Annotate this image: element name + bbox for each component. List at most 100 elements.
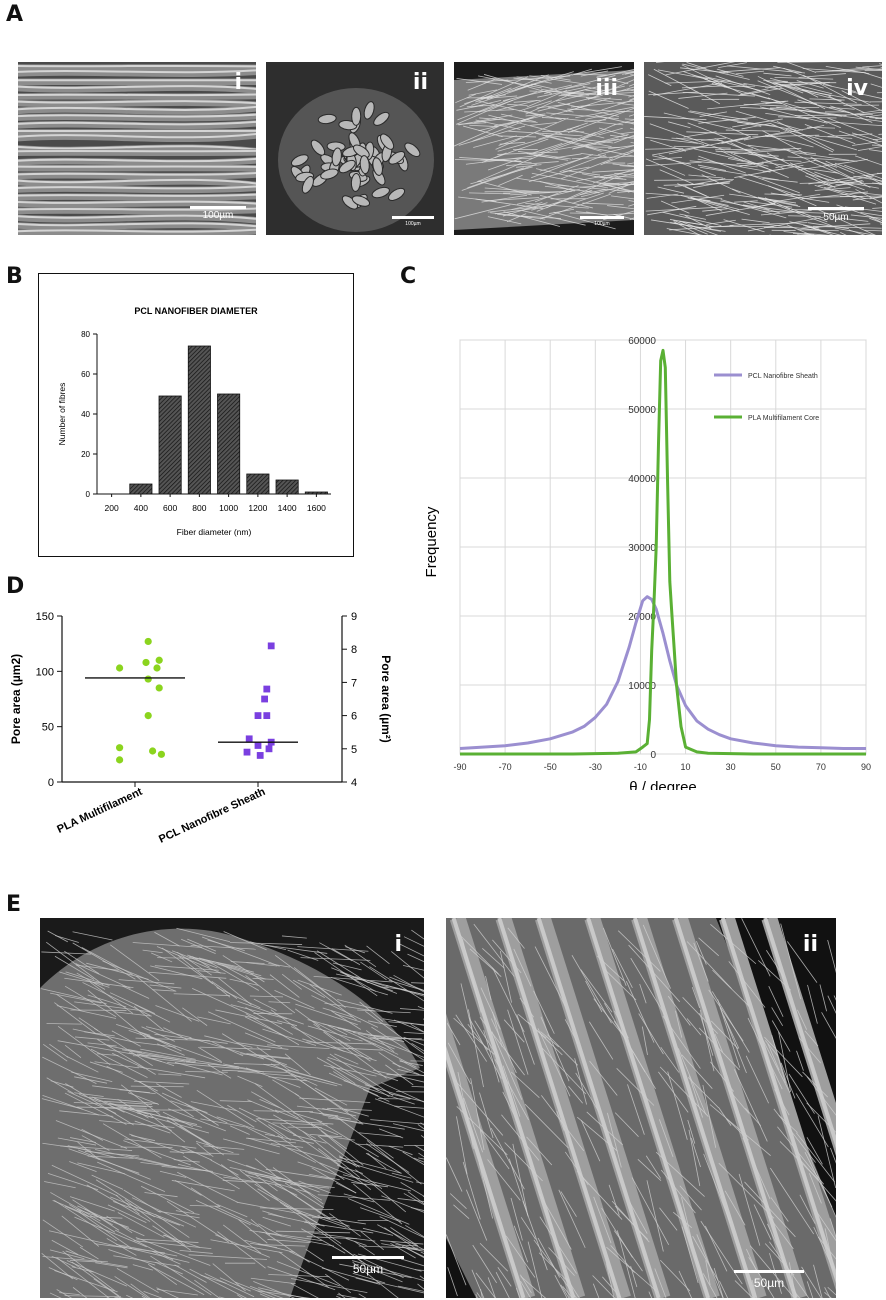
nanofibre — [372, 1069, 424, 1083]
nanofibre — [454, 126, 498, 147]
nanofibre — [189, 1268, 247, 1298]
nanofibre — [49, 1043, 69, 1058]
nanofibre — [739, 158, 784, 167]
nanofibre — [156, 1287, 180, 1298]
nanofibre — [531, 172, 609, 189]
nanofibre — [469, 124, 499, 128]
nanofibre — [222, 1179, 263, 1184]
nanofibre — [399, 1059, 424, 1074]
nanofibre — [847, 111, 873, 123]
nanofibre — [118, 979, 175, 985]
nanofibre — [325, 1273, 352, 1294]
nanofibre — [699, 166, 779, 181]
numeral-a-i: i — [234, 70, 242, 95]
nanofibre — [767, 97, 841, 129]
nanofibre — [223, 931, 267, 951]
nanofibre — [821, 1012, 836, 1039]
nanofibre — [272, 1079, 299, 1097]
nanofibre — [254, 1083, 316, 1129]
nanofibre — [229, 1166, 292, 1182]
nanofibre — [217, 1204, 248, 1218]
nanofibre — [729, 1090, 750, 1114]
nanofibre — [703, 1153, 731, 1224]
nanofibre — [367, 1152, 387, 1170]
nanofibre — [879, 63, 882, 65]
nanofibre — [207, 939, 245, 951]
nanofibre — [64, 1295, 121, 1297]
nanofibre — [580, 70, 609, 77]
y-tick-label: 60000 — [628, 336, 656, 347]
nanofibre — [845, 181, 879, 189]
nanofibre — [237, 1000, 304, 1025]
nanofibre — [806, 1137, 823, 1165]
nanofibre — [46, 1023, 82, 1025]
nanofibre — [654, 1268, 667, 1298]
nanofibre — [72, 1287, 88, 1298]
nanofibre — [457, 1071, 474, 1149]
y-tick-label: 10000 — [628, 681, 656, 692]
nanofibre — [586, 1111, 623, 1146]
nanofibre — [614, 1010, 629, 1039]
nanofibre — [788, 215, 821, 217]
nanofibre — [156, 1288, 198, 1296]
nanofibre — [51, 1239, 79, 1255]
nanofibre — [418, 1157, 424, 1160]
nanofibre — [72, 1028, 133, 1043]
nanofibre — [557, 184, 632, 192]
nanofibre — [790, 83, 819, 98]
nanofibre — [237, 1070, 300, 1078]
nanofibre — [76, 1106, 147, 1109]
nanofibre — [487, 1159, 521, 1201]
point-pla — [142, 658, 150, 667]
y-tick-label-right: 7 — [351, 677, 357, 689]
nanofibre — [164, 1234, 185, 1247]
point-pcl — [245, 735, 253, 743]
nanofibre — [317, 1194, 391, 1201]
nanofibre — [869, 117, 882, 120]
scale-bar-a-iii — [580, 216, 624, 219]
nanofibre — [645, 161, 702, 167]
nanofibre — [339, 1263, 412, 1279]
nanofibre — [238, 1219, 268, 1244]
core-filament-highlight — [446, 1045, 526, 1298]
nanofibre — [627, 162, 634, 165]
nanofibre — [384, 1227, 418, 1250]
nanofibre — [554, 1274, 568, 1298]
nanofibre — [187, 938, 217, 952]
nanofibre-closeup-pattern — [644, 62, 882, 235]
nanofibre — [501, 113, 536, 123]
nanofibre — [528, 1021, 563, 1056]
core-filament — [495, 918, 631, 1298]
nanofibre — [645, 1155, 661, 1179]
nanofibre — [111, 1030, 141, 1047]
nanofibre — [744, 1181, 796, 1238]
nanofibre — [223, 1176, 282, 1186]
nanofibre — [747, 216, 825, 232]
nanofibre — [775, 160, 816, 168]
nanofibre — [65, 971, 110, 986]
nanofibre — [46, 1077, 74, 1094]
nanofibre — [397, 1068, 424, 1077]
nanofibre — [396, 1091, 424, 1093]
nanofibre — [766, 124, 825, 137]
nanofibre — [576, 1170, 623, 1220]
nanofibre — [740, 106, 798, 111]
nanofibre — [682, 997, 718, 1034]
nanofibre — [268, 963, 291, 968]
nanofibre — [668, 137, 744, 155]
nanofibre — [328, 1117, 405, 1130]
fibre-highlight — [18, 193, 256, 197]
fibre-strand — [18, 132, 256, 143]
nanofibre — [682, 63, 750, 80]
nanofibre — [446, 1157, 463, 1192]
nanofibre — [403, 1031, 424, 1035]
nanofibre — [446, 1234, 467, 1286]
nanofibre — [41, 951, 92, 955]
nanofibre — [760, 210, 812, 216]
nanofibre — [81, 947, 133, 976]
nanofibre — [660, 1169, 696, 1214]
nanofibre — [456, 1116, 468, 1175]
nanofibre — [107, 1204, 147, 1223]
nanofibre — [204, 1035, 253, 1048]
nanofibre — [805, 175, 833, 188]
